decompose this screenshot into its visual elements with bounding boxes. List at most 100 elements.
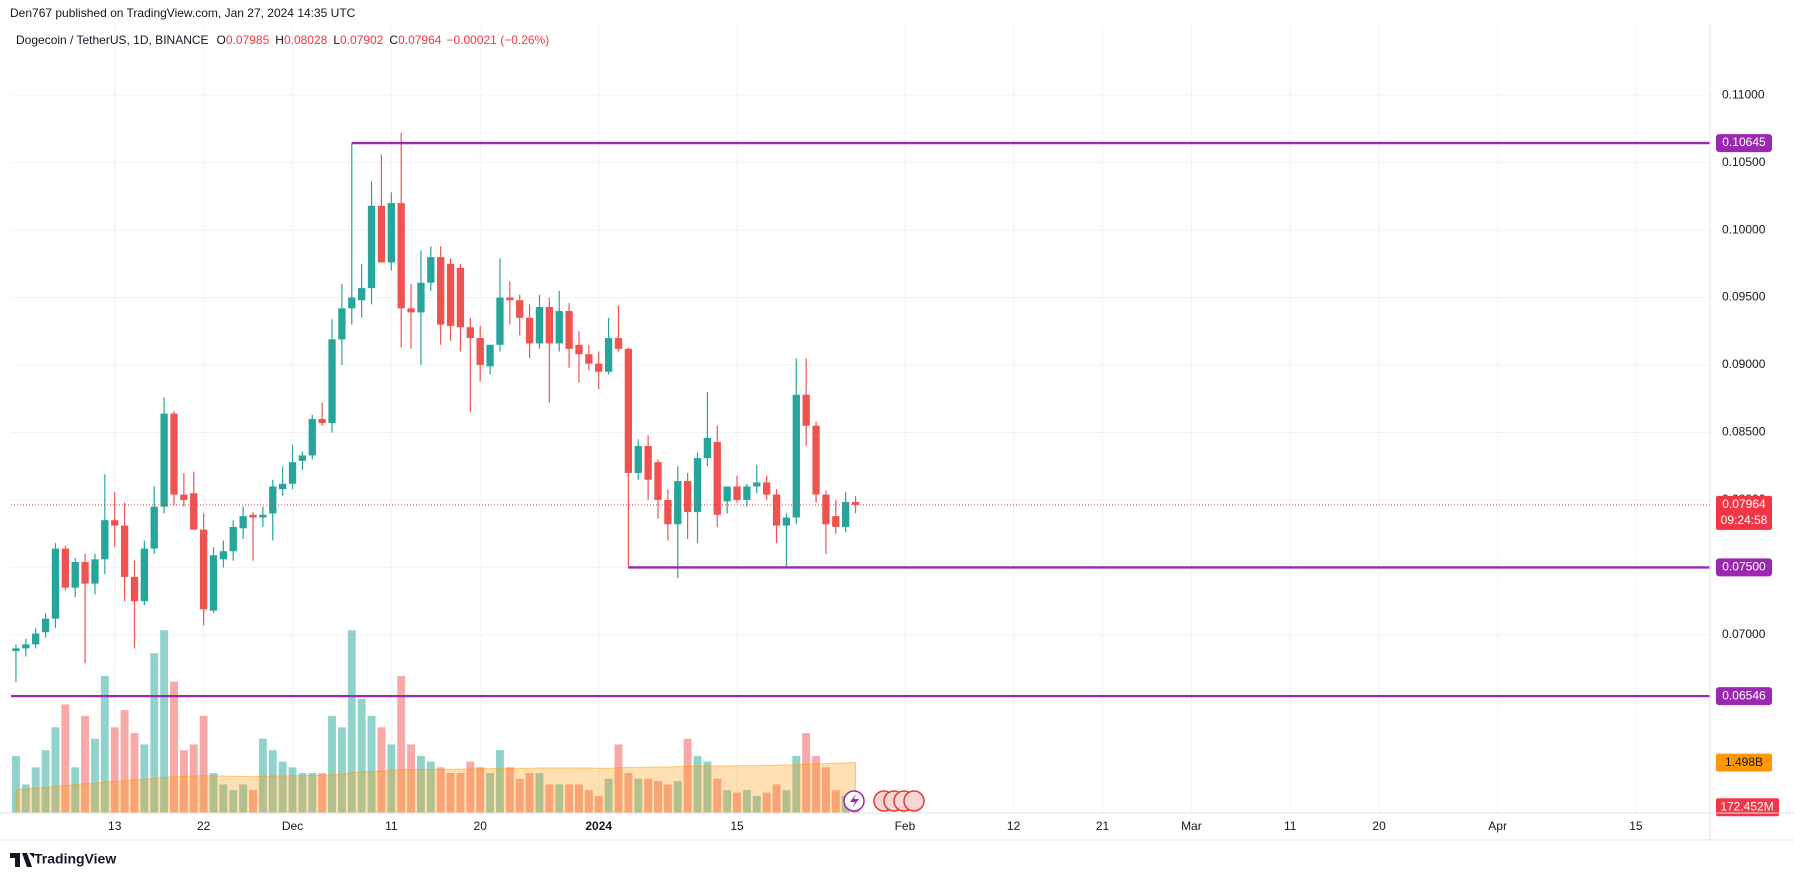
volume-bar [199,715,208,813]
volume-bar [308,773,317,813]
volume-ma-label: 1.498B [1725,755,1763,769]
volume-bar [81,715,90,813]
volume-bar [328,715,336,813]
x-tick-label: 20 [1372,819,1386,833]
candle-body [160,413,168,507]
candle-body [22,644,30,649]
candle-body [298,455,307,461]
candle-body [111,520,119,526]
volume-bar [466,761,475,813]
candle-body [249,514,257,518]
y-tick-label: 0.10500 [1722,155,1766,169]
axes: 0.070000.075000.080000.085000.090000.095… [108,87,1779,833]
volume-bar [733,792,741,813]
volume-bar [71,767,80,813]
volume-bar [634,778,643,813]
volume-bar [446,773,455,813]
candle-body [812,425,820,495]
candle-body [338,308,346,340]
volume-bar [565,784,574,813]
ohlc-value: 0.07964 [398,33,442,47]
candle-body [822,494,830,525]
volume-bar [752,795,761,813]
candle-body [782,517,791,526]
candle-body [683,481,692,513]
change: −0.00021 (−0.26%) [446,33,549,47]
volume-bar [604,778,613,813]
volume-bar [673,781,682,813]
candle-body [555,311,563,344]
volume-bar [654,781,662,813]
ohlc-label: L [333,33,340,47]
volume-bar [258,738,267,813]
volume-bar [792,755,801,813]
volume-bar [278,761,287,813]
candle-body [545,307,554,344]
last-price-box [1716,495,1772,530]
ohlc-label: O [217,33,226,47]
x-tick-label: Mar [1181,819,1202,833]
volume-bar [51,727,60,813]
volume-bar [407,744,416,813]
volume-last-box [1716,798,1779,817]
level-label: 0.06546 [1722,688,1766,702]
candle-body [456,267,465,328]
candle-body [772,494,781,526]
candle-body [180,494,188,500]
candle-body [71,562,79,588]
candle-body [348,297,356,309]
y-tick-label: 0.10000 [1722,222,1766,236]
x-tick-label: 22 [197,819,211,833]
ohlc-value: 0.08028 [284,33,328,47]
candle-body [535,307,544,344]
volume-bar [11,755,20,813]
volume-bar [535,773,544,813]
volume-bar [41,750,50,813]
x-tick-label: 20 [474,819,488,833]
volume-bar [31,767,40,813]
candle-body [664,499,672,525]
candle-body [703,437,712,459]
published-note: Den767 published on TradingView.com, Jan… [10,6,356,20]
x-tick-label: 2024 [585,819,612,833]
candle-body [565,311,573,349]
volume-bar [416,755,425,813]
candle-body [209,555,218,611]
candle-body [753,482,761,487]
symbol-legend: Dogecoin / TetherUS, 1D, BINANCE O0.07985… [16,33,549,47]
ohlc-label: C [389,33,398,47]
volume-bar [614,744,623,813]
candle-body [120,525,129,577]
volume-bar [713,778,722,813]
candle-body [397,203,405,309]
candle-body [496,297,504,345]
volume-bar [110,727,119,813]
candle-body [614,338,623,349]
candle-body [417,282,425,313]
volume-bar [545,784,554,813]
volume-bar [782,790,791,813]
candle-body [367,205,376,289]
x-tick-label: Feb [895,819,916,833]
candle-body [278,483,287,490]
level-label: 0.10645 [1722,135,1766,149]
candle-body [832,516,840,527]
volume-bar [575,784,583,813]
candle-body [486,344,494,367]
candle-body [674,481,682,525]
brand-name: TradingView [34,851,116,867]
candle-body [851,501,860,505]
candle-body [239,516,247,529]
candle-body [763,482,771,495]
candle-body [733,486,741,500]
volume-bar [426,761,435,813]
volume-bar [249,790,257,813]
last-price-label: 0.07964 [1722,497,1766,511]
x-tick-label: 15 [730,819,744,833]
volume-bar [189,744,198,813]
y-tick-label: 0.09000 [1722,357,1766,371]
price-pane [11,132,1710,698]
candle-body [634,445,642,473]
